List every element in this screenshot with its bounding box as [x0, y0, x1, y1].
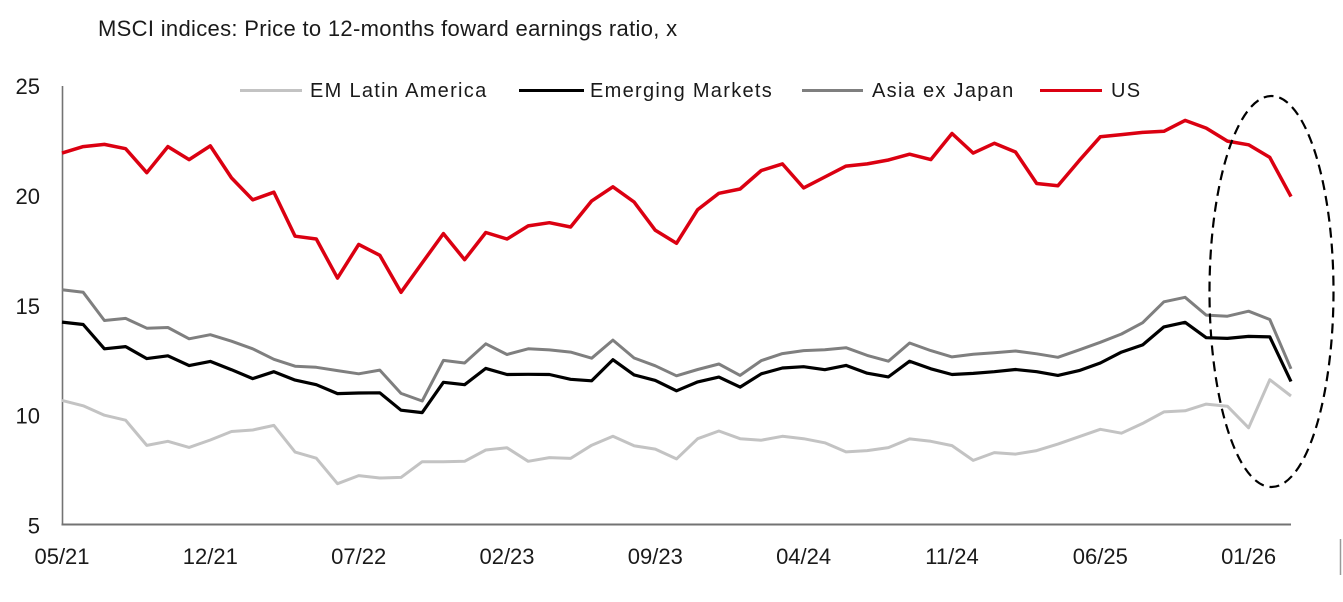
- svg-text:20: 20: [16, 184, 40, 209]
- svg-text:Emerging Markets: Emerging Markets: [590, 80, 773, 102]
- svg-text:25: 25: [16, 74, 40, 99]
- svg-text:5: 5: [28, 514, 40, 539]
- svg-text:Asia ex Japan: Asia ex Japan: [872, 80, 1015, 102]
- svg-text:07/22: 07/22: [331, 544, 386, 569]
- svg-text:10: 10: [16, 404, 40, 429]
- svg-text:04/24: 04/24: [776, 544, 831, 569]
- svg-text:12/21: 12/21: [183, 544, 238, 569]
- svg-text:US: US: [1111, 80, 1141, 102]
- svg-text:11/24: 11/24: [925, 544, 978, 569]
- svg-text:15: 15: [16, 294, 40, 319]
- svg-text:09/23: 09/23: [628, 544, 683, 569]
- svg-text:02/23: 02/23: [479, 544, 534, 569]
- svg-text:06/25: 06/25: [1073, 544, 1128, 569]
- svg-text:EM Latin America: EM Latin America: [310, 80, 488, 102]
- svg-text:01/26: 01/26: [1221, 544, 1276, 569]
- svg-text:05/21: 05/21: [34, 544, 89, 569]
- svg-text:MSCI indices: Price to 12-mont: MSCI indices: Price to 12-months foward …: [98, 16, 677, 41]
